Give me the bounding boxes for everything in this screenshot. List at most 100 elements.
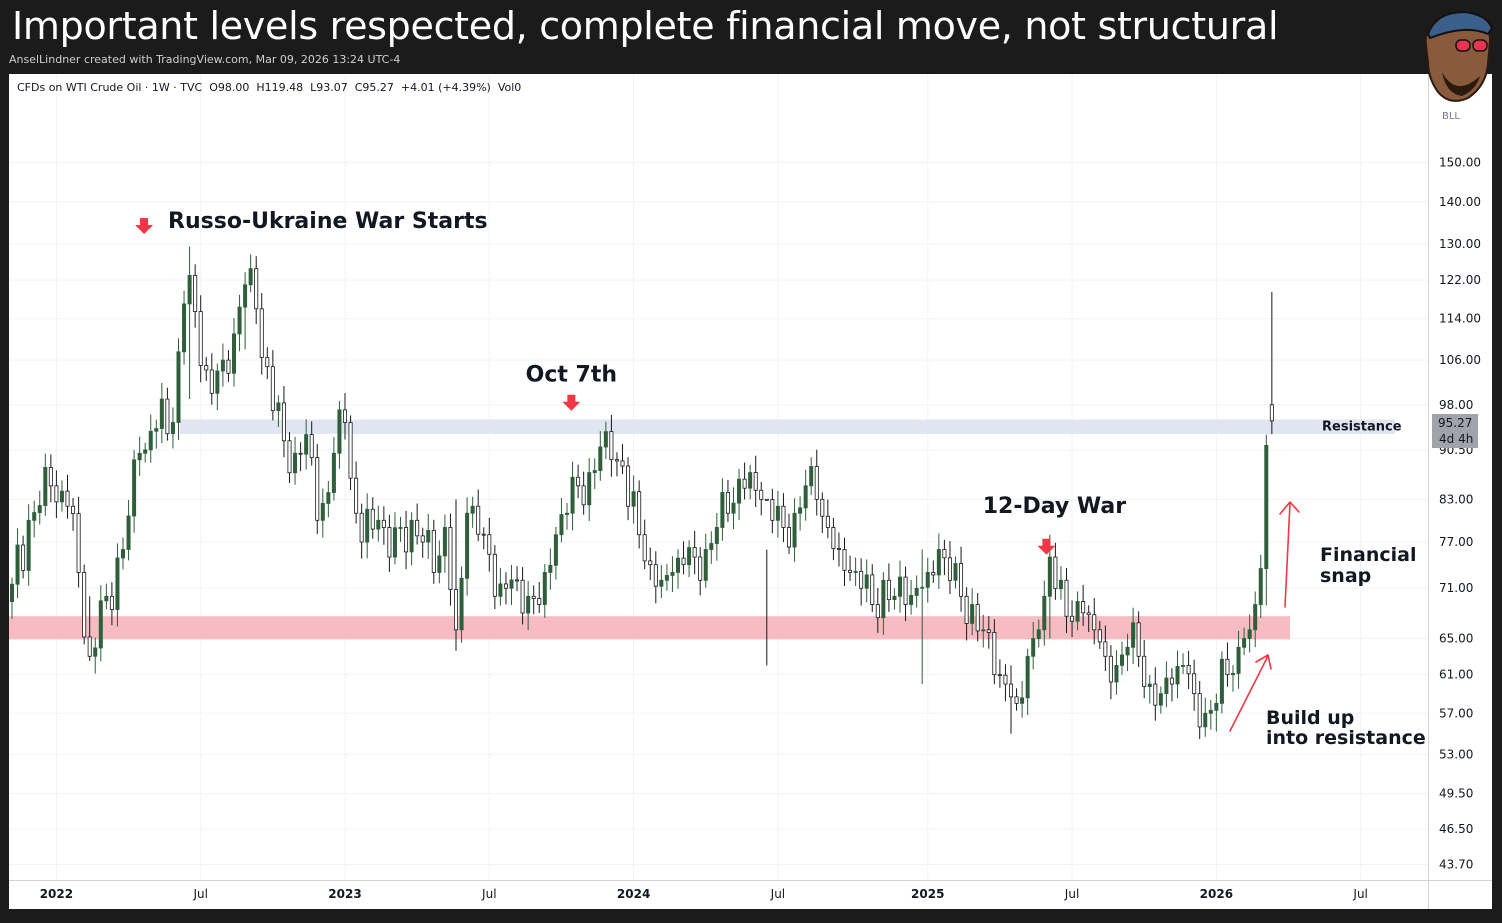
candle-body[interactable]: [836, 548, 841, 550]
time-axis-panel[interactable]: [9, 881, 1492, 909]
candle-body[interactable]: [870, 574, 875, 605]
candle-body[interactable]: [703, 549, 708, 581]
candle-body[interactable]: [986, 629, 991, 633]
candle-body[interactable]: [770, 499, 775, 521]
candle-body[interactable]: [953, 563, 958, 581]
candle-body[interactable]: [1236, 646, 1241, 674]
candle-body[interactable]: [692, 547, 697, 558]
candle-body[interactable]: [148, 430, 153, 451]
candle-body[interactable]: [226, 359, 231, 374]
candle-body[interactable]: [32, 512, 37, 521]
candle-body[interactable]: [753, 472, 758, 491]
candle-body[interactable]: [492, 553, 497, 597]
candle-body[interactable]: [404, 527, 409, 553]
candle-body[interactable]: [365, 508, 370, 543]
candle-body[interactable]: [592, 470, 597, 473]
candle-body[interactable]: [342, 409, 347, 423]
candle-body[interactable]: [1036, 629, 1041, 639]
candle-body[interactable]: [1003, 674, 1008, 685]
candle-body[interactable]: [21, 544, 26, 571]
candle-body[interactable]: [676, 557, 681, 573]
candle-body[interactable]: [920, 586, 925, 589]
candle-body[interactable]: [637, 491, 642, 536]
candle-body[interactable]: [481, 533, 486, 536]
candle-body[interactable]: [859, 570, 864, 589]
plot-area[interactable]: [9, 74, 1428, 880]
candle-body[interactable]: [82, 572, 87, 638]
candle-body[interactable]: [54, 485, 59, 503]
candle-body[interactable]: [398, 527, 403, 529]
candle-body[interactable]: [626, 465, 631, 507]
candle-body[interactable]: [37, 505, 42, 513]
candle-body[interactable]: [731, 502, 736, 514]
candle-body[interactable]: [1231, 673, 1236, 676]
candle-body[interactable]: [1242, 638, 1247, 648]
candle-body[interactable]: [15, 544, 20, 585]
candle-body[interactable]: [792, 512, 797, 548]
candle-body[interactable]: [1031, 638, 1036, 657]
candle-body[interactable]: [215, 370, 220, 394]
candle-body[interactable]: [104, 595, 109, 602]
candle-body[interactable]: [587, 472, 592, 506]
candle-body[interactable]: [298, 452, 303, 455]
candle-body[interactable]: [237, 306, 242, 335]
candle-body[interactable]: [143, 449, 148, 454]
candle-body[interactable]: [742, 478, 747, 489]
candle-body[interactable]: [1020, 697, 1025, 704]
candle-body[interactable]: [109, 595, 114, 610]
candle-body[interactable]: [1025, 655, 1030, 699]
candle-body[interactable]: [709, 543, 714, 550]
candle-body[interactable]: [970, 604, 975, 624]
candle-body[interactable]: [537, 598, 542, 605]
candle-body[interactable]: [65, 490, 70, 507]
candle-body[interactable]: [881, 579, 886, 619]
candle-body[interactable]: [581, 485, 586, 506]
candle-body[interactable]: [720, 492, 725, 528]
candle-body[interactable]: [320, 503, 325, 521]
candle-body[interactable]: [1009, 683, 1014, 698]
candle-body[interactable]: [853, 570, 858, 573]
candle-body[interactable]: [431, 530, 436, 573]
candle-body[interactable]: [947, 557, 952, 581]
candle-body[interactable]: [1086, 612, 1091, 616]
candle-body[interactable]: [1125, 646, 1130, 656]
candle-body[interactable]: [187, 275, 192, 305]
candle-body[interactable]: [248, 268, 253, 286]
candlestick-series[interactable]: [9, 246, 1274, 740]
candle-body[interactable]: [1108, 655, 1113, 683]
candle-body[interactable]: [1186, 664, 1191, 675]
candle-body[interactable]: [1214, 702, 1219, 711]
candle-body[interactable]: [1114, 664, 1119, 683]
candle-body[interactable]: [631, 491, 636, 507]
candle-body[interactable]: [176, 351, 181, 423]
candle-body[interactable]: [1131, 622, 1136, 648]
candle-body[interactable]: [415, 519, 420, 537]
candle-body[interactable]: [381, 519, 386, 528]
candle-body[interactable]: [1197, 693, 1202, 728]
candle-body[interactable]: [548, 564, 553, 573]
candle-body[interactable]: [476, 505, 481, 535]
candle-body[interactable]: [453, 589, 458, 631]
candle-body[interactable]: [126, 515, 131, 550]
candle-body[interactable]: [1253, 604, 1258, 631]
candle-body[interactable]: [714, 527, 719, 544]
candle-body[interactable]: [1136, 622, 1141, 657]
candle-body[interactable]: [243, 284, 248, 308]
candle-body[interactable]: [798, 507, 803, 514]
candle-body[interactable]: [664, 575, 669, 581]
candle-body[interactable]: [848, 569, 853, 573]
candle-body[interactable]: [825, 515, 830, 528]
candle-body[interactable]: [265, 357, 270, 368]
candle-body[interactable]: [409, 519, 414, 553]
candle-body[interactable]: [903, 576, 908, 605]
candle-body[interactable]: [931, 572, 936, 576]
candle-body[interactable]: [287, 440, 292, 474]
candle-body[interactable]: [442, 527, 447, 557]
candle-body[interactable]: [553, 534, 558, 566]
candle-body[interactable]: [1147, 683, 1152, 687]
candle-body[interactable]: [764, 498, 769, 501]
candle-body[interactable]: [942, 549, 947, 559]
candle-body[interactable]: [392, 527, 397, 558]
candle-body[interactable]: [598, 446, 603, 471]
candle-body[interactable]: [503, 583, 508, 589]
